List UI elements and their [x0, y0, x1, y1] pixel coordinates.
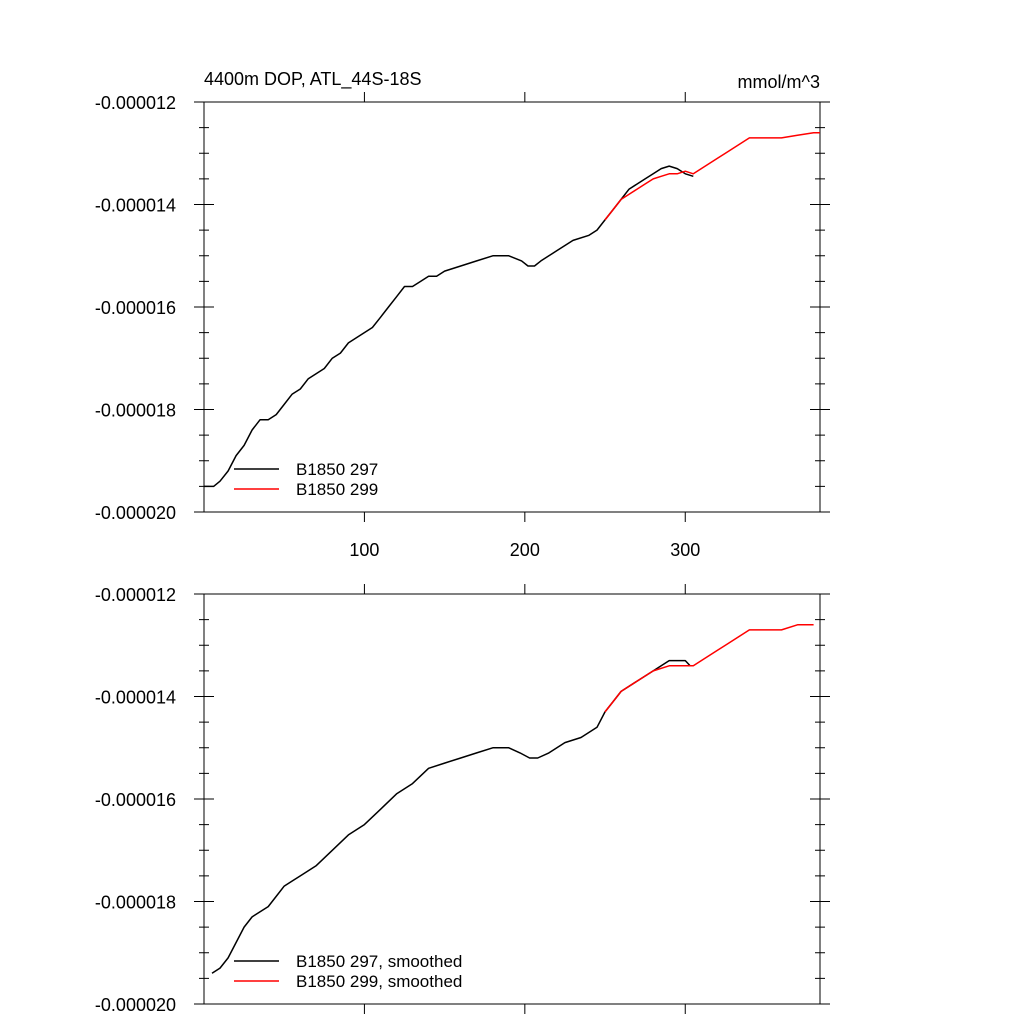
- series-line: [211, 659, 691, 974]
- plot-frame: [203, 101, 821, 513]
- y-tick-label: -0.000014: [95, 196, 176, 216]
- y-tick-label: -0.000014: [95, 688, 176, 708]
- y-tick-label: -0.000012: [95, 93, 176, 113]
- y-tick-label: -0.000012: [95, 585, 176, 605]
- legend-label: B1850 299: [296, 480, 378, 499]
- x-tick-label: 200: [510, 540, 540, 560]
- series-line: [604, 132, 820, 221]
- chart-title: 4400m DOP, ATL_44S-18S: [204, 69, 421, 90]
- legend-label: B1850 297: [296, 460, 378, 479]
- top-panel: -0.000020 -0.000018 -0.000016 -0.000014 -0.0…: [95, 92, 830, 560]
- units-label: mmol/m^3: [738, 72, 820, 92]
- y-tick-label: -0.000018: [95, 893, 176, 913]
- legend-label: B1850 299, smoothed: [296, 972, 462, 991]
- legend-label: B1850 297, smoothed: [296, 952, 462, 971]
- y-tick-label: -0.000020: [95, 995, 176, 1015]
- series-line: [204, 165, 694, 488]
- y-tick-label: -0.000020: [95, 503, 176, 523]
- plot-frame: [203, 593, 821, 1005]
- bottom-panel: -0.000020 -0.000018 -0.000016 -0.000014 -0.0…: [95, 584, 830, 1015]
- y-tick-label: -0.000018: [95, 401, 176, 421]
- x-tick-label: 300: [670, 540, 700, 560]
- series-line: [604, 624, 814, 713]
- y-tick-label: -0.000016: [95, 790, 176, 810]
- y-tick-label: -0.000016: [95, 298, 176, 318]
- x-tick-label: 100: [349, 540, 379, 560]
